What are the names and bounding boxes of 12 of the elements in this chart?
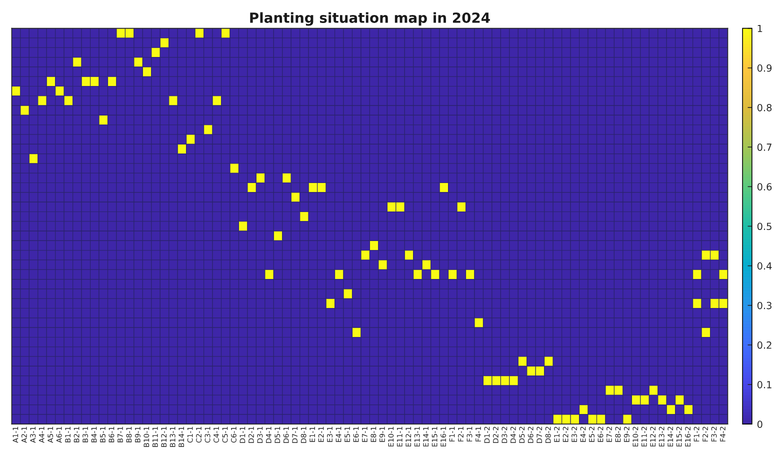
color-bar-label: 0.6 [757,183,772,190]
color-bar-label: 0.2 [757,341,772,349]
color-bar-label: 0.5 [757,222,772,230]
color-bar-label: 0.4 [757,262,772,270]
color-bar-label: 0.3 [757,302,772,310]
color-bar-label: 0.9 [757,64,772,72]
color-bar-label: 0.7 [757,144,772,151]
color-bar-label: 0 [757,420,762,428]
color-bar-label: 1 [758,24,762,32]
chart-title: Planting situation map in 2024 [250,12,490,26]
color-bar-label: 0.8 [757,104,772,112]
color-bar-label: 0.1 [757,381,772,388]
